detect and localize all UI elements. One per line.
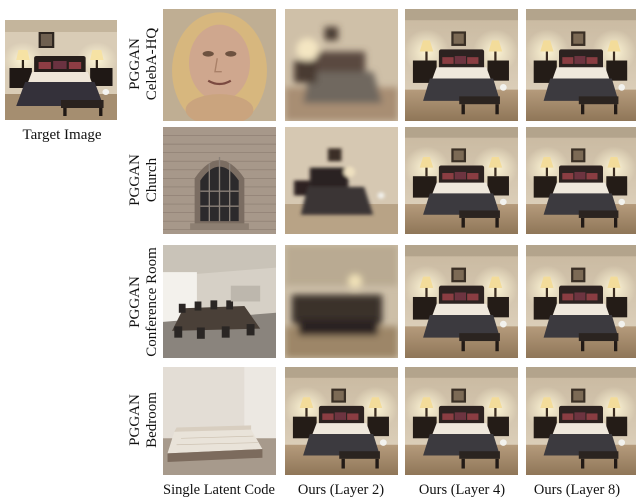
- row-label-celeba-hq: PGGAN CelebA-HQ: [127, 27, 161, 101]
- column-caption-single-latent: Single Latent Code: [163, 482, 275, 498]
- image-conference-layer-4: [405, 245, 518, 358]
- target-image: [5, 20, 117, 120]
- image-bedroom-layer-4: [405, 367, 518, 475]
- row-label-bedroom: PGGAN Bedroom: [127, 392, 161, 448]
- row-label-church: PGGAN Church: [127, 154, 160, 206]
- image-church-layer-4: [405, 127, 518, 234]
- image-conference-layer-2: [285, 245, 398, 358]
- column-caption-layer-8: Ours (Layer 8): [533, 482, 621, 498]
- image-church-single-latent: [163, 127, 276, 234]
- image-bedroom-layer-2: [285, 367, 398, 475]
- image-church-layer-8: [526, 127, 636, 234]
- image-bedroom-layer-8: [526, 367, 636, 475]
- image-celeba-layer-4: [405, 9, 518, 121]
- column-caption-layer-2: Ours (Layer 2): [297, 482, 385, 498]
- image-conference-layer-8: [526, 245, 636, 358]
- image-church-layer-2: [285, 127, 398, 234]
- column-caption-layer-4: Ours (Layer 4): [418, 482, 506, 498]
- image-celeba-single-latent: [163, 9, 276, 121]
- image-celeba-layer-2: [285, 9, 398, 121]
- target-image-caption: Target Image: [22, 127, 102, 143]
- image-bedroom-single-latent: [163, 367, 276, 475]
- image-celeba-layer-8: [526, 9, 636, 121]
- image-conference-single-latent: [163, 245, 276, 358]
- row-label-conference-room: PGGAN Conference Room: [127, 247, 160, 357]
